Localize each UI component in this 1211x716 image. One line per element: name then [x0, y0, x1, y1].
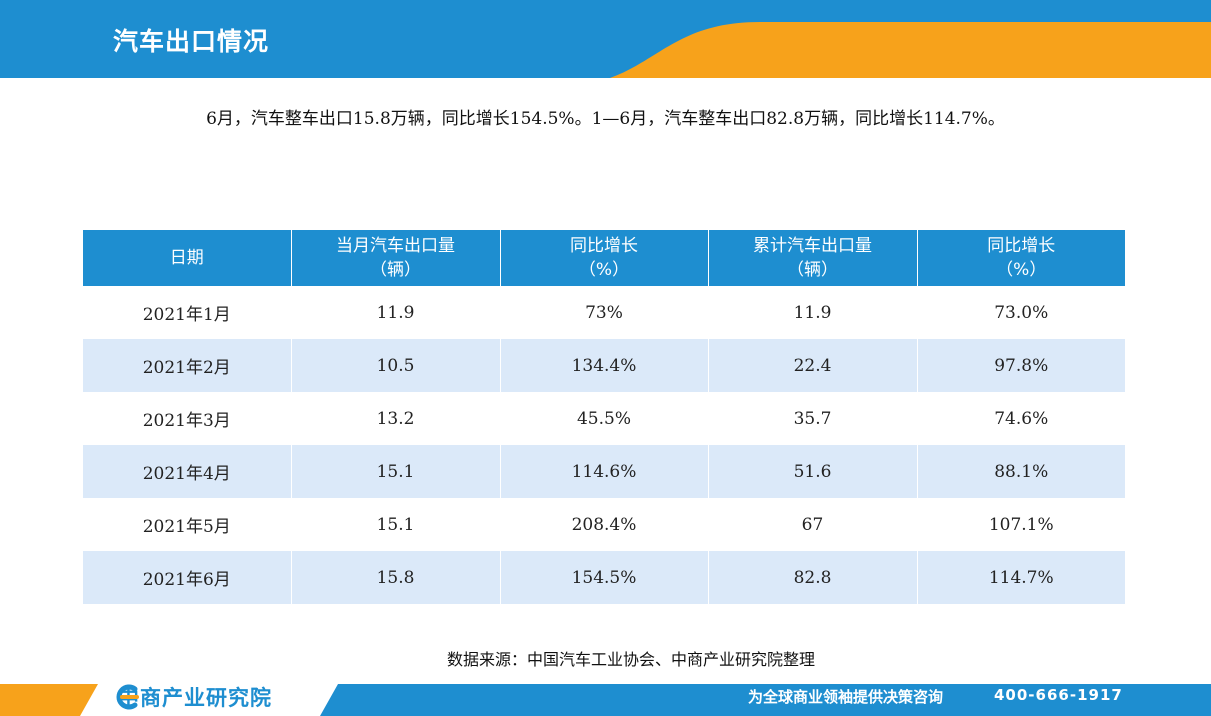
table-cell: 134.4%	[500, 339, 709, 392]
header-banner: 汽车出口情况	[0, 0, 1211, 78]
header-unit: （%）	[578, 260, 630, 280]
table-header-row: 日期 当月汽车出口量 （辆） 同比增长 （%） 累计汽车出口量 （辆） 同比增长…	[83, 230, 1125, 286]
page-title: 汽车出口情况	[113, 27, 270, 56]
header-cell-monthly-exports: 当月汽车出口量 （辆）	[291, 230, 501, 286]
footer-phone: 400-666-1917	[994, 686, 1123, 704]
header-background	[0, 0, 1211, 78]
table-row: 2021年3月 13.2 45.5% 35.7 74.6%	[83, 392, 1125, 445]
table-cell: 10.5	[291, 339, 501, 392]
table-cell: 154.5%	[500, 551, 709, 604]
table-row: 2021年6月 15.8 154.5% 82.8 114.7%	[83, 551, 1125, 604]
table-cell: 208.4%	[500, 498, 709, 551]
header-cell-date: 日期	[83, 230, 292, 286]
header-label: 累计汽车出口量	[753, 236, 872, 256]
table-cell: 15.1	[291, 445, 501, 498]
header-unit: （辆）	[370, 260, 421, 280]
table-cell: 88.1%	[917, 445, 1125, 498]
table-cell-date: 2021年4月	[83, 445, 292, 498]
header-unit: （%）	[996, 260, 1047, 280]
export-table: 日期 当月汽车出口量 （辆） 同比增长 （%） 累计汽车出口量 （辆） 同比增长…	[83, 230, 1125, 604]
table-cell: 114.7%	[917, 551, 1125, 604]
header-label: 日期	[169, 248, 204, 268]
table-cell: 74.6%	[917, 392, 1125, 445]
table-row: 2021年5月 15.1 208.4% 67 107.1%	[83, 498, 1125, 551]
table-cell: 107.1%	[917, 498, 1125, 551]
table-cell: 97.8%	[917, 339, 1125, 392]
table-cell: 11.9	[291, 286, 501, 339]
header-unit: （辆）	[787, 260, 838, 280]
table-cell: 45.5%	[500, 392, 709, 445]
table-row: 2021年1月 11.9 73% 11.9 73.0%	[83, 286, 1125, 339]
summary-text: 6月，汽车整车出口15.8万辆，同比增长154.5%。1—6月，汽车整车出口82…	[206, 109, 1005, 129]
table-cell: 35.7	[708, 392, 918, 445]
data-source-note: 数据来源：中国汽车工业协会、中商产业研究院整理	[446, 650, 815, 669]
table-cell: 11.9	[708, 286, 918, 339]
logo-icon	[116, 684, 139, 710]
table-row: 2021年4月 15.1 114.6% 51.6 88.1%	[83, 445, 1125, 498]
header-cell-cumulative-yoy: 同比增长 （%）	[917, 230, 1125, 286]
table-cell: 73%	[500, 286, 709, 339]
header-cell-cumulative-exports: 累计汽车出口量 （辆）	[708, 230, 918, 286]
footer-slogan: 为全球商业领袖提供决策咨询	[748, 688, 944, 706]
header-cell-monthly-yoy: 同比增长 （%）	[500, 230, 709, 286]
table-cell: 67	[708, 498, 918, 551]
table-cell: 13.2	[291, 392, 501, 445]
table-cell: 22.4	[708, 339, 918, 392]
table-cell-date: 2021年6月	[83, 551, 292, 604]
table-cell: 73.0%	[917, 286, 1125, 339]
brand-logo: 中商产业研究院	[113, 682, 272, 712]
table-cell: 51.6	[708, 445, 918, 498]
table-cell: 82.8	[708, 551, 918, 604]
footer-background	[0, 684, 1211, 716]
table-cell-date: 2021年3月	[83, 392, 292, 445]
table-cell-date: 2021年2月	[83, 339, 292, 392]
table-cell-date: 2021年5月	[83, 498, 292, 551]
header-label: 同比增长	[570, 236, 638, 256]
header-label: 同比增长	[987, 236, 1056, 256]
header-label: 当月汽车出口量	[336, 236, 455, 256]
footer-banner: 中商产业研究院 为全球商业领袖提供决策咨询 400-666-1917	[0, 680, 1211, 716]
table-cell: 15.1	[291, 498, 501, 551]
table-row: 2021年2月 10.5 134.4% 22.4 97.8%	[83, 339, 1125, 392]
table-cell: 15.8	[291, 551, 501, 604]
table-cell: 114.6%	[500, 445, 709, 498]
table-cell-date: 2021年1月	[83, 286, 292, 339]
logo-text: 中商产业研究院	[118, 686, 272, 710]
